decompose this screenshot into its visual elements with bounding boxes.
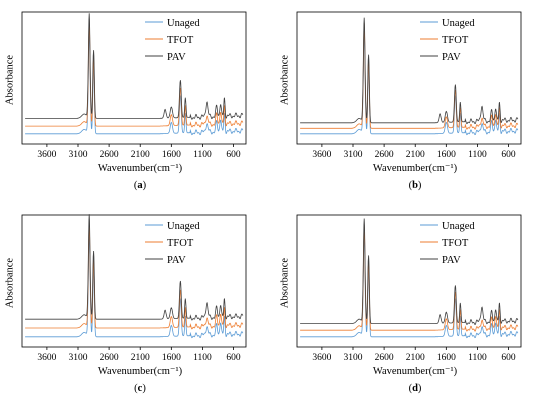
chart-panel-c: 3600 3100 2600 2100 1600 1100 600 Unaged TFOT PAV… [0,203,275,406]
x-tick-label: 1100 [193,150,212,160]
x-tick-label: 3100 [344,353,363,363]
legend-entry: TFOT [442,238,469,249]
plot-frame [21,11,247,145]
plot-frame [21,214,247,348]
legend-entry: PAV [442,52,461,63]
x-tick-label: 2600 [100,150,119,160]
panel-caption: (c) [134,383,146,394]
chart-svg: 3600 3100 2600 2100 1600 1100 600 Unaged TFOT PAV [296,214,522,363]
chart-svg: 3600 3100 2600 2100 1600 1100 600 Unaged TFOT PAV [21,11,247,160]
series-line-unaged [300,28,519,136]
x-tick-label: 1100 [468,353,487,363]
series-line-pav [25,214,244,321]
x-tick-label: 3100 [344,150,363,160]
x-tick-label: 3600 [312,150,331,160]
series-line-tfot [25,20,244,128]
x-tick-label: 1600 [162,353,181,363]
legend-entry: Unaged [442,18,475,29]
x-tick-label: 1600 [437,353,456,363]
series-line-pav [300,17,519,125]
chart-panel-b: 3600 3100 2600 2100 1600 1100 600 Unaged TFOT PAV… [275,0,550,203]
series-line-tfot [25,222,244,330]
panel-caption: (b) [408,180,422,191]
x-tick-label: 600 [226,353,241,363]
x-tick-label: 3600 [312,353,331,363]
x-tick-label: 2600 [100,353,119,363]
series-line-pav [300,218,519,326]
panel-caption: (d) [408,383,422,394]
x-tick-label: 600 [226,150,241,160]
x-tick-label: 1600 [162,150,181,160]
x-tick-label: 1600 [437,150,456,160]
plot-frame [296,214,522,348]
legend-entry: PAV [167,255,186,266]
legend-entry: Unaged [167,18,200,29]
x-tick-label: 3600 [37,150,56,160]
x-tick-label: 2100 [406,353,425,363]
x-tick-label: 600 [501,353,516,363]
legend-entry: TFOT [442,35,469,46]
series-line-tfot [300,23,519,130]
y-axis-label: Absorbance [4,54,16,106]
x-tick-label: 2600 [375,150,394,160]
series-line-unaged [300,231,519,339]
series-line-unaged [25,28,244,136]
legend-entry: TFOT [167,238,194,249]
plot-frame [296,11,522,145]
series-line-unaged [25,231,244,339]
x-tick-label: 1100 [468,150,487,160]
legend-entry: TFOT [167,35,194,46]
x-tick-label: 3600 [37,353,56,363]
x-axis-label: Wavenumber(cm⁻¹) [97,366,183,377]
chart-svg: 3600 3100 2600 2100 1600 1100 600 Unaged TFOT PAV [21,214,247,363]
chart-panel-d: 3600 3100 2600 2100 1600 1100 600 Unaged TFOT PAV… [275,203,550,406]
x-axis-label: Wavenumber(cm⁻¹) [372,366,458,377]
x-tick-label: 600 [501,150,516,160]
x-tick-label: 2100 [406,150,425,160]
y-axis-label: Absorbance [279,54,291,106]
chart-svg: 3600 3100 2600 2100 1600 1100 600 Unaged TFOT PAV [296,11,522,160]
x-tick-label: 2100 [131,353,150,363]
x-axis-label: Wavenumber(cm⁻¹) [97,163,183,174]
y-axis-label: Absorbance [279,257,291,309]
x-tick-label: 3100 [69,150,88,160]
series-line-tfot [300,225,519,332]
x-tick-label: 3100 [69,353,88,363]
x-tick-label: 2100 [131,150,150,160]
x-tick-label: 1100 [193,353,212,363]
panel-caption: (a) [133,180,147,191]
x-tick-label: 2600 [375,353,394,363]
y-axis-label: Absorbance [4,257,16,309]
legend-entry: Unaged [442,221,475,232]
legend-entry: Unaged [167,221,200,232]
x-axis-label: Wavenumber(cm⁻¹) [372,163,458,174]
chart-panel-a: 3600 3100 2600 2100 1600 1100 600 Unaged TFOT PAV… [0,0,275,203]
series-line-pav [25,13,244,120]
legend-entry: PAV [167,52,186,63]
legend-entry: PAV [442,255,461,266]
